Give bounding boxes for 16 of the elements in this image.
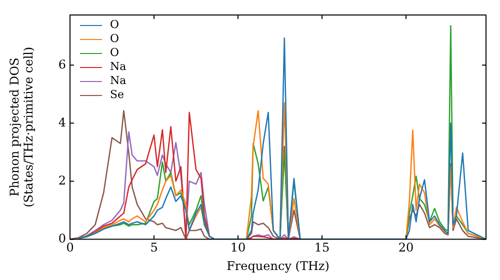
legend-label: Na: [110, 60, 126, 74]
y-tick-label: 6: [58, 57, 66, 72]
legend-label: O: [110, 46, 120, 60]
x-tick-label: 20: [398, 240, 414, 255]
y-tick-label: 4: [58, 115, 66, 130]
legend-label: Se: [110, 88, 124, 102]
legend-label: O: [110, 18, 120, 32]
y-axis-title: Phonon projected DOS (States/THz·primitive cell): [7, 46, 36, 208]
x-axis-title: Frequency (THz): [226, 258, 330, 273]
x-tick-label: 5: [150, 240, 158, 255]
legend-label: Na: [110, 74, 126, 88]
y-tick-label: 0: [58, 231, 66, 246]
legend-label: O: [110, 32, 120, 46]
x-tick-label: 15: [314, 240, 330, 255]
x-tick-label: 10: [230, 240, 246, 255]
y-tick-label: 2: [58, 173, 66, 188]
